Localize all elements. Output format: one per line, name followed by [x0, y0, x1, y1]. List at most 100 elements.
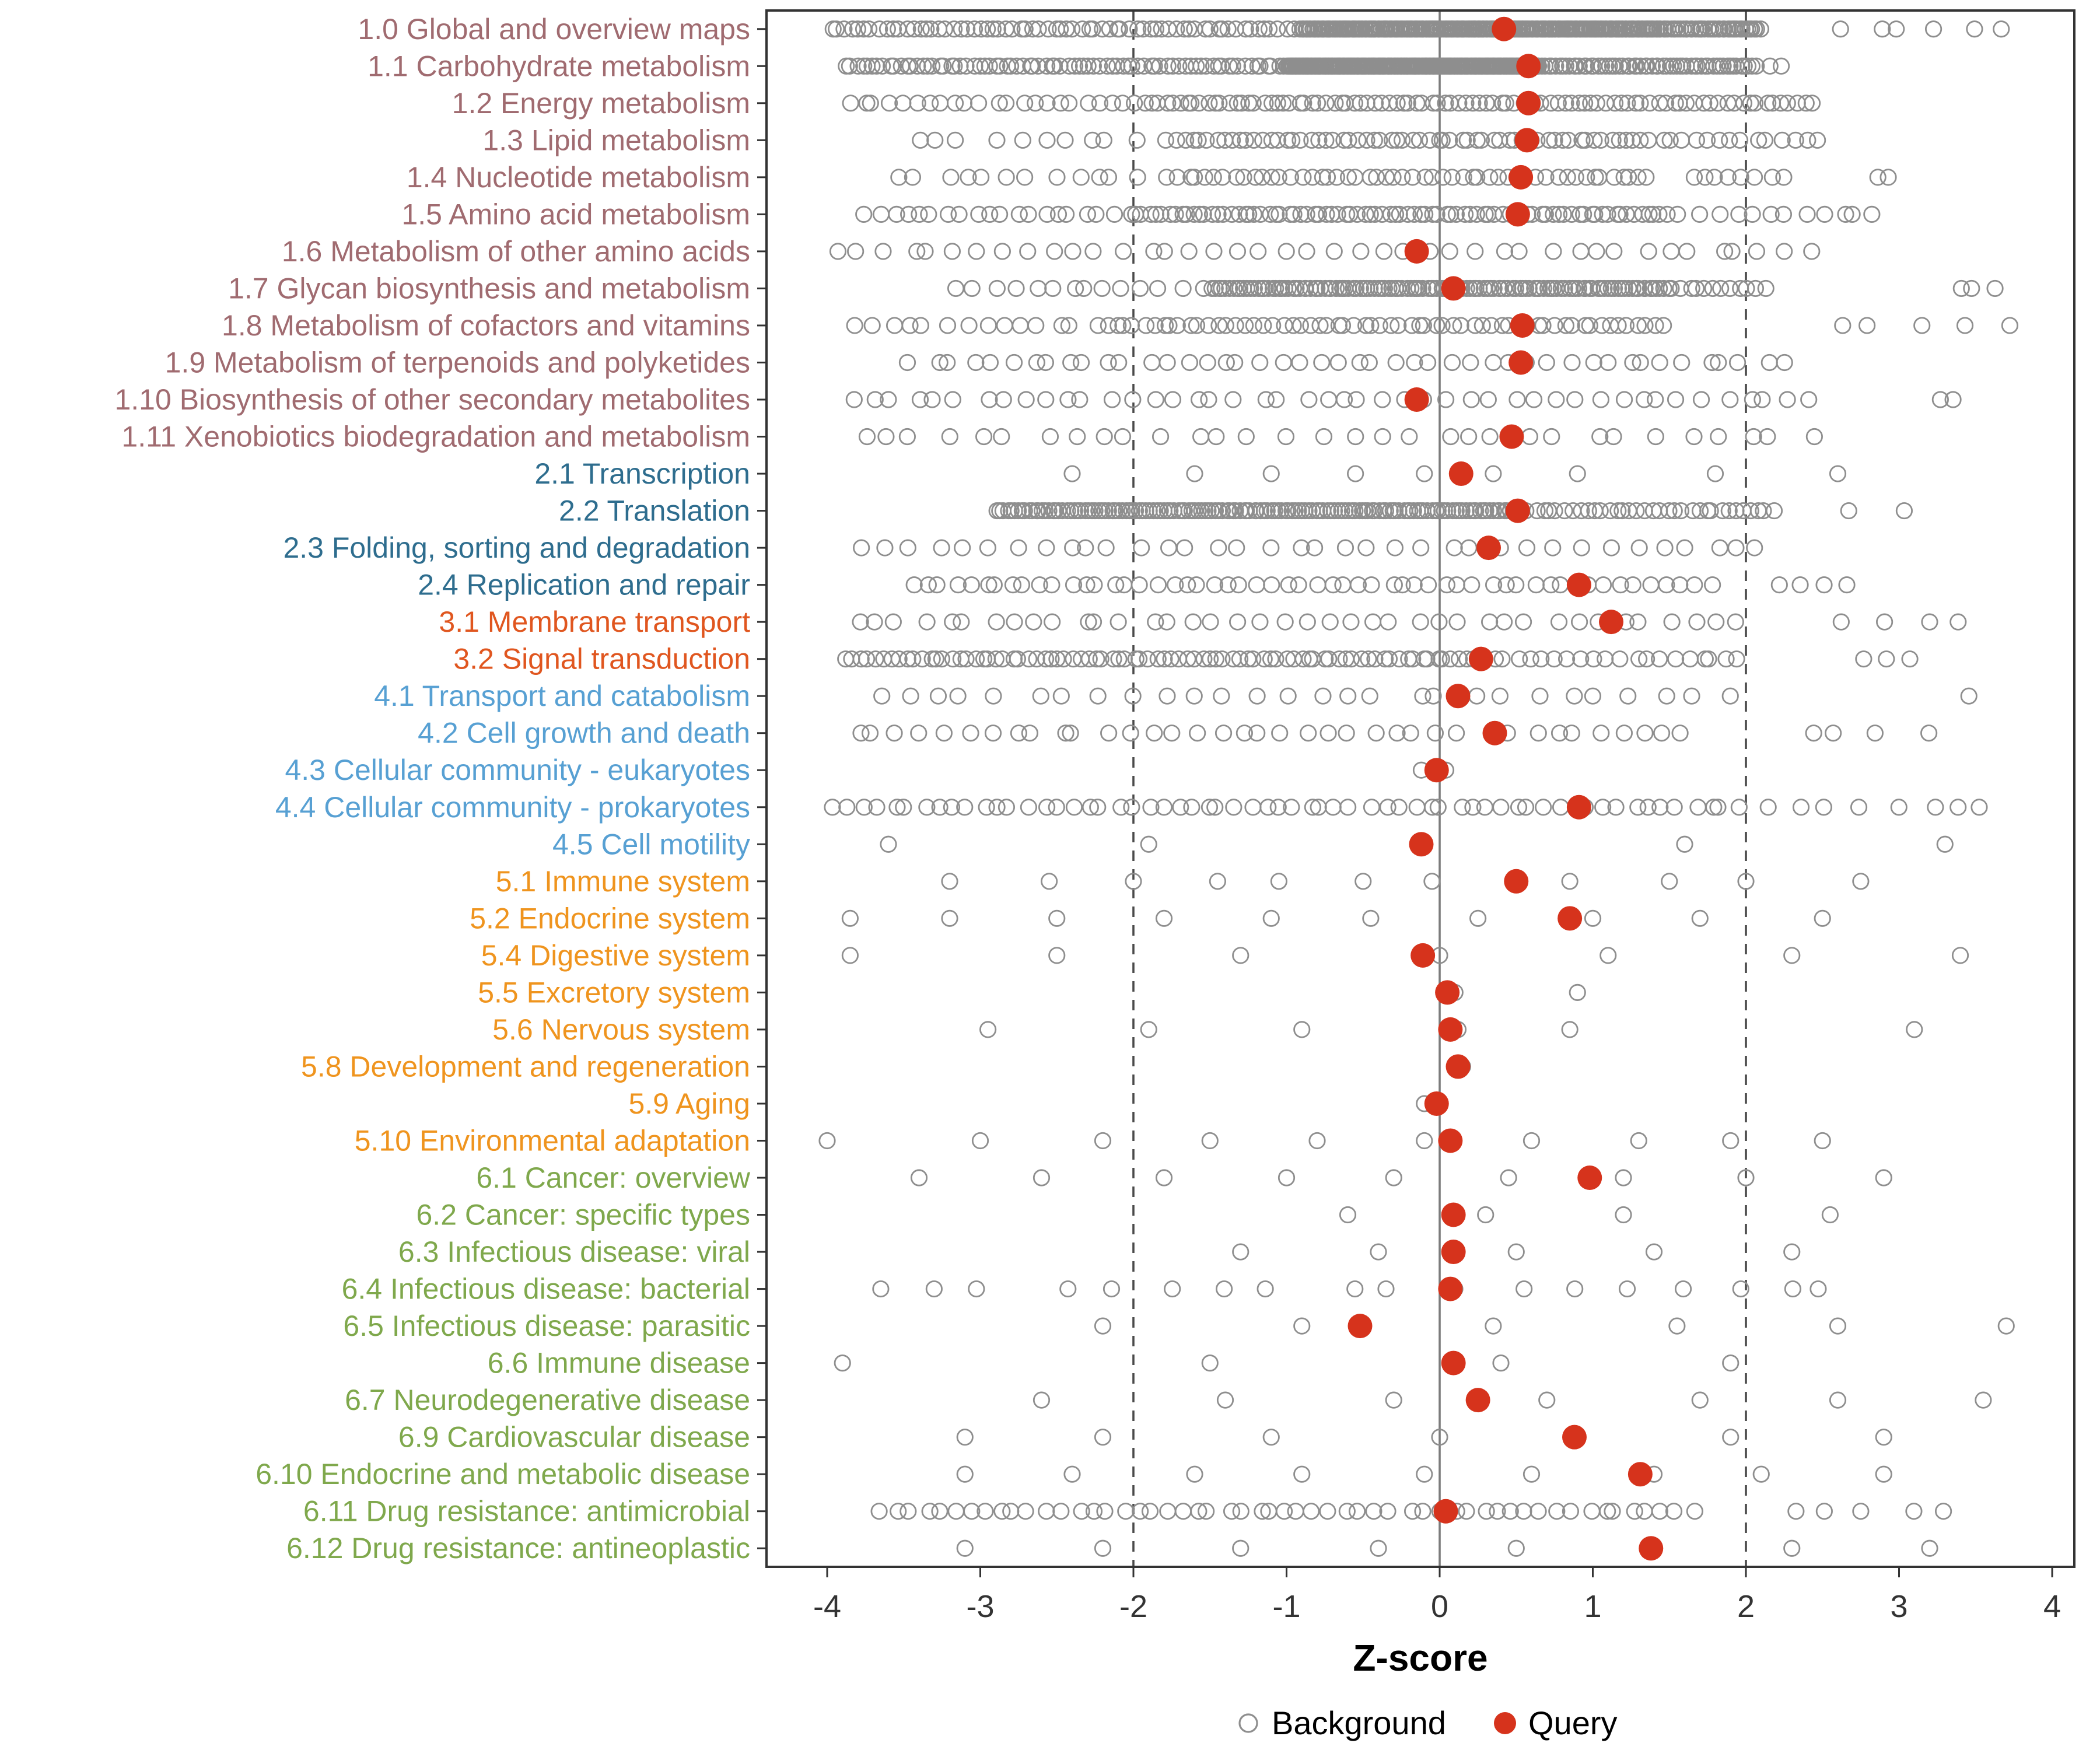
row-label: 1.3 Lipid metabolism	[482, 124, 750, 156]
background-point	[1667, 94, 1684, 112]
background-point	[1717, 650, 1735, 668]
background-point	[1728, 354, 1746, 372]
background-point	[1182, 94, 1200, 112]
background-point	[1287, 279, 1305, 298]
background-point	[953, 20, 970, 38]
background-point	[1259, 279, 1277, 298]
background-point	[1457, 502, 1475, 520]
background-point	[1653, 724, 1671, 742]
background-point	[970, 94, 988, 112]
background-point	[1691, 205, 1709, 223]
background-point	[1647, 428, 1664, 446]
background-point	[1057, 205, 1075, 223]
background-point	[1787, 1503, 1805, 1520]
background-point	[1629, 317, 1647, 334]
background-point	[1217, 317, 1234, 334]
query-point	[1505, 498, 1530, 523]
background-point	[1667, 650, 1685, 668]
background-point	[1416, 1465, 1433, 1483]
background-point	[1303, 1503, 1320, 1520]
background-point	[1317, 131, 1335, 149]
background-point	[1388, 94, 1406, 112]
background-point	[1224, 57, 1241, 75]
background-point	[1349, 131, 1367, 149]
background-point	[1776, 354, 1793, 372]
background-point	[1712, 279, 1730, 298]
background-point	[1052, 687, 1070, 705]
background-point	[1657, 94, 1675, 112]
background-point	[1157, 131, 1174, 149]
background-point	[1484, 94, 1502, 112]
background-point	[1267, 650, 1284, 668]
background-point	[1314, 169, 1332, 186]
background-point	[931, 799, 949, 816]
background-point	[1213, 502, 1231, 520]
background-point	[877, 428, 895, 446]
background-point	[1869, 169, 1887, 186]
background-point	[1262, 909, 1280, 927]
background-point	[1669, 205, 1686, 223]
background-point	[1951, 947, 1969, 964]
background-point	[1177, 131, 1195, 149]
background-point	[1605, 243, 1623, 260]
background-point	[923, 57, 941, 75]
background-point	[1727, 539, 1745, 556]
query-point	[1424, 1091, 1449, 1116]
background-point	[1365, 1503, 1382, 1520]
background-point	[1048, 909, 1066, 927]
background-point	[1601, 502, 1619, 520]
background-point	[1545, 650, 1563, 668]
background-point	[941, 873, 958, 890]
background-point	[847, 243, 864, 260]
background-point	[933, 539, 950, 556]
query-point	[1448, 461, 1474, 487]
background-point	[1304, 94, 1321, 112]
background-point	[1043, 576, 1060, 594]
background-point	[1602, 539, 1620, 556]
query-point	[1441, 1350, 1466, 1376]
background-point	[1702, 502, 1719, 520]
background-point	[1283, 131, 1301, 149]
background-point	[1167, 205, 1184, 223]
background-point	[1546, 131, 1563, 149]
background-point	[1792, 799, 1810, 816]
background-point	[899, 20, 916, 38]
background-point	[1128, 131, 1146, 149]
background-point	[890, 1503, 907, 1520]
query-point	[1482, 720, 1507, 746]
background-point	[1335, 391, 1353, 408]
background-point	[1321, 613, 1339, 631]
background-point	[873, 57, 891, 75]
background-point	[1414, 279, 1432, 298]
background-point	[1285, 205, 1303, 223]
background-point	[1094, 1132, 1112, 1150]
background-point	[1712, 205, 1729, 223]
background-point	[1091, 57, 1108, 75]
background-point	[1510, 243, 1528, 260]
background-point	[1468, 169, 1486, 186]
background-point	[1592, 391, 1609, 408]
background-point	[1743, 57, 1760, 75]
background-point	[963, 279, 981, 298]
background-point	[835, 20, 853, 38]
background-point	[1468, 131, 1486, 149]
background-point	[1366, 650, 1384, 668]
background-point	[1059, 391, 1077, 408]
background-point	[1101, 20, 1118, 38]
background-point	[1320, 724, 1337, 742]
background-point	[1709, 94, 1727, 112]
background-point	[1759, 94, 1777, 112]
background-point	[1385, 1169, 1402, 1186]
background-point	[1399, 205, 1417, 223]
background-point	[1269, 131, 1287, 149]
background-point	[872, 1280, 890, 1298]
background-point	[1163, 724, 1181, 742]
background-point	[1594, 576, 1612, 594]
background-point	[1225, 799, 1242, 816]
background-point	[1566, 391, 1584, 408]
background-point	[1147, 391, 1164, 408]
background-point	[1348, 1503, 1366, 1520]
background-point	[979, 1021, 997, 1038]
background-point	[1380, 613, 1397, 631]
background-point	[1284, 317, 1302, 334]
